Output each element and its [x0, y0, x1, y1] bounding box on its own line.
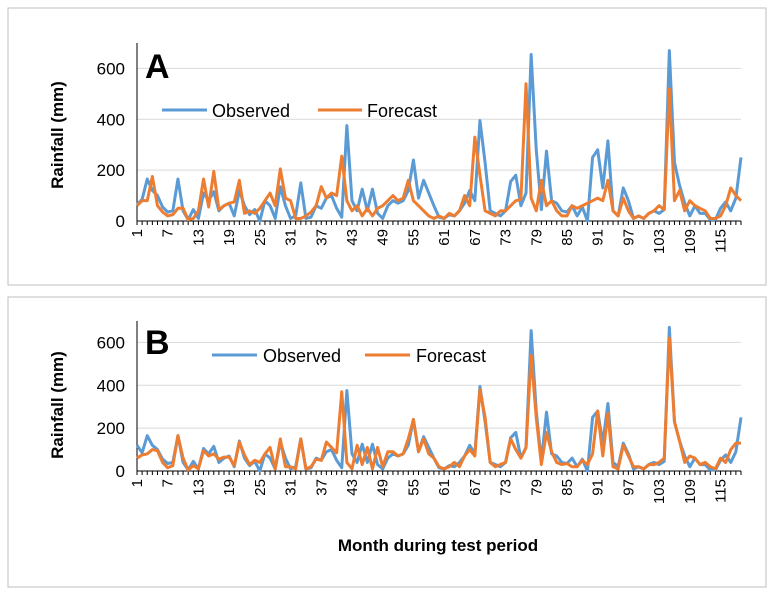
panel-b-x-tick-label: 13: [190, 479, 207, 496]
panel-a-x-tick-label: 49: [375, 229, 392, 246]
legend-a-observed-label: Observed: [212, 101, 290, 121]
legend-a-forecast-label: Forecast: [367, 101, 437, 121]
panel-b-x-tick-label: 91: [590, 479, 607, 496]
panel-a-x-tick-label: 67: [467, 229, 484, 246]
panel-a-letter: A: [145, 48, 170, 86]
panel-a-x-tick-label: 103: [651, 229, 668, 254]
panel-a: 0 200 400 600 1 7 13 19 25 31 37 43 49 55 61 67 73 79 85 91…: [7, 7, 767, 286]
panel-b-x-tick-label: 19: [221, 479, 238, 496]
panel-a-x-tick-label: 91: [590, 229, 607, 246]
panel-b-x-tick-label: 31: [283, 479, 300, 496]
panel-b-y-tick-label: 600: [97, 333, 125, 352]
panel-b-x-tick-label: 97: [620, 479, 637, 496]
panel-b-gridlines: [137, 341, 741, 429]
panel-b-y-axis-label: Rainfall (mm): [48, 351, 67, 459]
panel-a-x-tick-label: 25: [252, 229, 269, 246]
panel-a-x-tick-label: 43: [344, 229, 361, 246]
panel-a-x-tick-label: 1: [129, 229, 146, 237]
panel-b-border: [7, 296, 767, 588]
panel-b: 0 200 400 600 1 7 13 19 25 31 37 43 49 55 61 67 73 79 85 91…: [7, 296, 767, 588]
legend-b-forecast-label: Forecast: [416, 346, 486, 366]
panel-b-x-tick-label: 109: [682, 479, 699, 504]
panel-b-x-axis-label: Month during test period: [338, 536, 538, 555]
panel-a-x-tick-label: 55: [405, 229, 422, 246]
legend-b-observed-label: Observed: [263, 346, 341, 366]
panel-b-x-tick-label: 37: [313, 479, 330, 496]
panel-b-series: [135, 325, 743, 473]
panel-b-x-tick-label: 115: [713, 479, 730, 503]
panel-a-x-tick-label: 79: [528, 229, 545, 246]
panel-a-y-axis-label: Rainfall (mm): [48, 81, 67, 189]
panel-b-x-tick-label: 7: [160, 479, 177, 487]
panel-a-x-tick-label: 109: [682, 229, 699, 254]
panel-b-x-tick-label: 1: [129, 479, 146, 487]
panel-b-x-tick-label: 55: [405, 479, 422, 496]
panel-a-x-tick-label: 37: [313, 229, 330, 246]
panel-a-y-tick-label: 600: [97, 59, 125, 78]
panel-b-x-tick-label: 103: [651, 479, 668, 504]
panel-a-axes: 0 200 400 600 1 7 13 19 25 31 37 43 49 55 61 67 73 79 85 91…: [97, 43, 742, 254]
panel-a-x-tick-label: 97: [620, 229, 637, 246]
panel-a-x-tick-label: 73: [498, 229, 515, 246]
panel-b-series-forecast-line: [136, 336, 741, 472]
panel-a-x-tick-label: 85: [559, 229, 576, 246]
panel-a-border: [7, 7, 767, 286]
panel-a-legend: Observed Forecast: [162, 101, 437, 121]
panel-b-x-tick-label: 43: [344, 479, 361, 496]
panel-b-y-tick-label: 400: [97, 376, 125, 395]
panel-a-x-tick-label: 61: [436, 229, 453, 246]
panel-b-x-tick-label: 49: [375, 479, 392, 496]
panel-a-y-tick-label: 200: [97, 161, 125, 180]
panel-b-letter: B: [145, 324, 170, 362]
panel-a-y-tick-label: 400: [97, 110, 125, 129]
panel-a-series-forecast-line: [135, 82, 743, 222]
panel-a-series: [135, 49, 743, 223]
panel-b-x-tick-label: 25: [252, 479, 269, 496]
panel-a-x-tick-label: 13: [190, 229, 207, 246]
panel-a-gridlines: [137, 67, 741, 171]
panel-b-x-tick-label: 79: [528, 479, 545, 496]
panel-a-x-tick-label: 19: [221, 229, 238, 246]
panel-b-x-tick-label: 85: [559, 479, 576, 496]
panel-a-x-tick-label: 7: [160, 229, 177, 237]
panel-a-y-tick-label: 0: [116, 212, 125, 231]
panel-b-y-tick-label: 200: [97, 419, 125, 438]
panel-a-x-tick-label: 31: [283, 229, 300, 246]
panel-b-y-tick-label: 0: [116, 462, 125, 481]
panel-b-x-tick-label: 73: [498, 479, 515, 496]
panel-b-axes: 0 200 400 600 1 7 13 19 25 31 37 43 49 55 61 67 73 79 85 91…: [97, 321, 742, 504]
panel-b-x-tick-label: 61: [436, 479, 453, 496]
panel-b-x-tick-label: 67: [467, 479, 484, 496]
panel-a-x-tick-label: 115: [713, 229, 730, 253]
panel-b-legend: Observed Forecast: [212, 346, 486, 366]
